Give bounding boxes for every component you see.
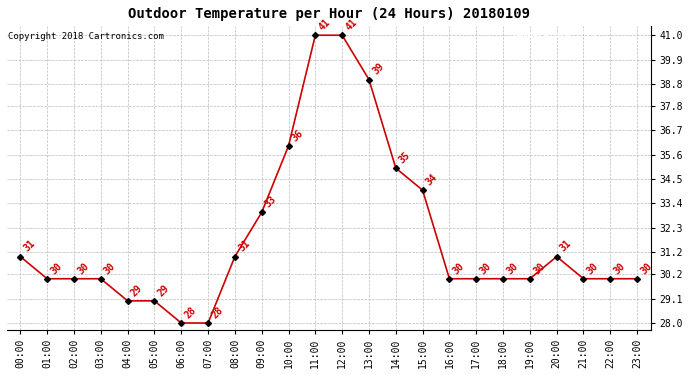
Text: 30: 30 — [75, 261, 91, 276]
Text: 30: 30 — [585, 261, 600, 276]
Text: 29: 29 — [129, 283, 144, 298]
Text: 30: 30 — [504, 261, 520, 276]
Text: 41: 41 — [317, 17, 332, 33]
Title: Outdoor Temperature per Hour (24 Hours) 20180109: Outdoor Temperature per Hour (24 Hours) … — [128, 7, 530, 21]
Text: Copyright 2018 Cartronics.com: Copyright 2018 Cartronics.com — [8, 33, 164, 42]
Text: 36: 36 — [290, 128, 305, 143]
Text: 31: 31 — [558, 238, 573, 254]
Text: 30: 30 — [451, 261, 466, 276]
Text: 41: 41 — [344, 17, 359, 33]
Text: 30: 30 — [48, 261, 64, 276]
Text: 31: 31 — [22, 238, 37, 254]
Text: 39: 39 — [371, 62, 386, 77]
Text: 34: 34 — [424, 172, 440, 188]
Text: 30: 30 — [102, 261, 117, 276]
Text: 28: 28 — [210, 305, 225, 320]
Text: 28: 28 — [183, 305, 198, 320]
Text: 30: 30 — [638, 261, 654, 276]
Text: 35: 35 — [397, 150, 413, 165]
Text: 30: 30 — [477, 261, 493, 276]
Text: 33: 33 — [263, 194, 279, 210]
Text: 30: 30 — [531, 261, 546, 276]
Text: 31: 31 — [236, 238, 252, 254]
Text: 30: 30 — [612, 261, 627, 276]
Text: 29: 29 — [156, 283, 171, 298]
